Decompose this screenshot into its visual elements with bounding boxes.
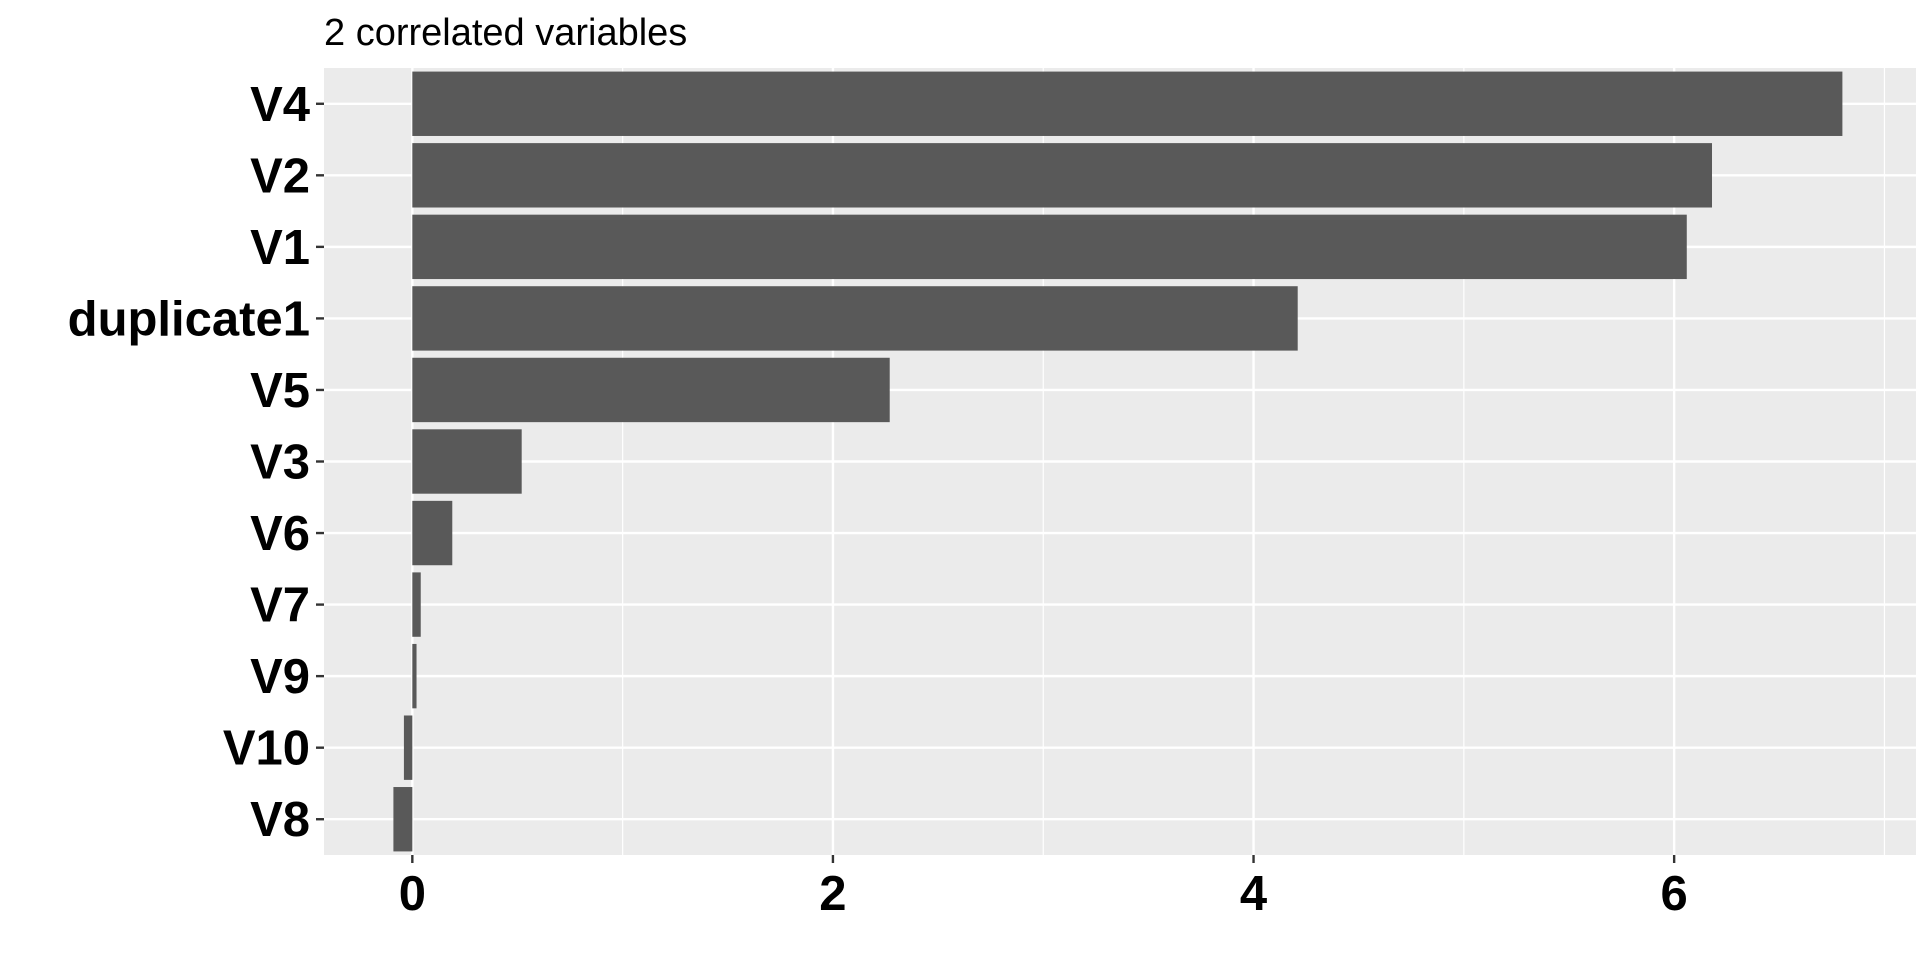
x-tick-label: 4: [1240, 867, 1267, 921]
x-axis-labels: 0 2 4 6: [399, 867, 1688, 921]
bar-V4: [412, 71, 1843, 136]
y-tick-label: V9: [250, 650, 310, 704]
x-axis-ticks: [411, 855, 1676, 863]
bars: [393, 71, 1843, 852]
y-axis-ticks: [316, 102, 324, 821]
x-tick-label: 2: [819, 867, 846, 921]
bar-V6: [412, 500, 453, 566]
y-tick-label: V3: [250, 436, 310, 490]
y-tick-label: V7: [250, 579, 310, 633]
bar-V1: [412, 214, 1687, 280]
y-tick-label: duplicate1: [68, 292, 310, 346]
y-tick-label: V1: [250, 221, 310, 275]
bar-V9: [412, 643, 417, 709]
y-tick-label: V5: [250, 364, 310, 418]
y-tick-label: V4: [250, 78, 310, 132]
bar-V2: [412, 143, 1713, 208]
y-tick-label: V10: [223, 722, 310, 776]
x-tick-label: 6: [1661, 867, 1688, 921]
bar-V7: [412, 572, 421, 637]
y-tick-label: V6: [250, 507, 310, 561]
y-tick-label: V2: [250, 149, 310, 203]
bar-V5: [412, 357, 890, 423]
y-axis-labels: V4 V2 V1 duplicate1 V5 V3 V6 V7 V9 V10 V8: [68, 78, 310, 847]
chart-title: 2 correlated variables: [324, 12, 687, 54]
x-tick-label: 0: [399, 867, 426, 921]
bar-duplicate1: [412, 286, 1298, 351]
bar-V10: [403, 715, 413, 780]
y-tick-label: V8: [250, 793, 310, 847]
bar-V3: [412, 429, 522, 494]
bar-V8: [393, 787, 413, 852]
